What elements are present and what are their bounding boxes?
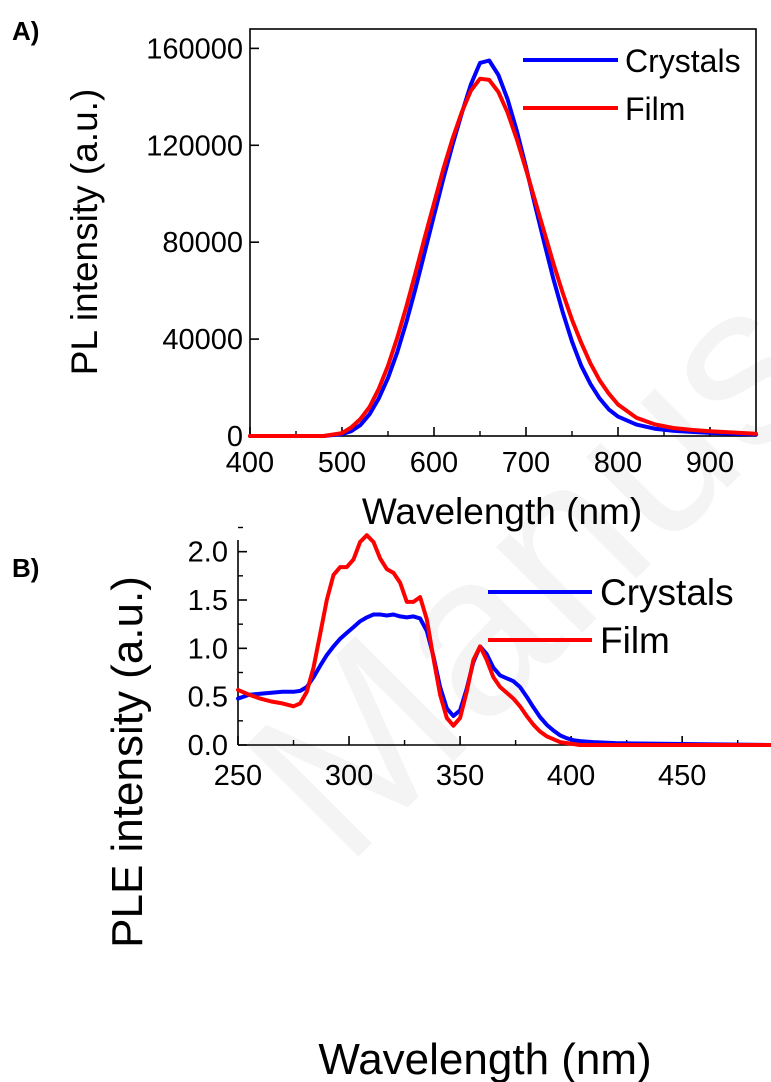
panel-b-y-tick-label: 2.0 — [188, 537, 228, 569]
panel-a-x-tick-label: 800 — [594, 447, 642, 479]
panel-a-x-tick-label: 400 — [226, 447, 274, 479]
panel-a-legend: Crystals Film — [523, 43, 741, 127]
panel-a-x-tick-label: 700 — [502, 447, 550, 479]
panel-a-x-tick-label: 900 — [686, 447, 734, 479]
panel-a-series-line-crystals — [248, 58, 758, 438]
panel-a-series-line-film — [248, 76, 758, 438]
panel-a-letter: A) — [12, 16, 39, 46]
panel-a-y-tick-label: 80000 — [162, 227, 243, 259]
panel-b-y-tick-label: 0.5 — [188, 682, 228, 714]
panel-b-x-axis-title: Wavelength (nm) — [318, 1035, 651, 1082]
panel-b-x-axis: 250 300 350 400 450 — [214, 736, 739, 792]
panel-a-x-tick-label: 500 — [318, 447, 366, 479]
panel-a-series — [248, 58, 758, 438]
panel-b-series-line-film — [236, 533, 771, 747]
panel-b-legend-label-crystals: Crystals — [600, 572, 734, 613]
panel-b-y-tick-label: 0.0 — [188, 730, 228, 762]
panel-a-x-tick-label: 600 — [410, 447, 458, 479]
panel-a-y-tick-label: 160000 — [146, 33, 243, 65]
panel-b-x-tick-label: 300 — [325, 760, 373, 792]
panel-b-y-axis: 0.0 0.5 1.0 1.5 2.0 — [188, 526, 247, 762]
panel-b: B) 0.0 0.5 1.0 1.5 2.0 250 300 350 400 450 Wavel… — [12, 526, 771, 1082]
panel-b-y-tick-label: 1.5 — [188, 585, 228, 617]
panel-b-x-tick-label: 400 — [547, 760, 595, 792]
panel-b-x-tick-label: 250 — [214, 760, 262, 792]
panel-a-legend-label-film: Film — [625, 91, 685, 127]
panel-b-y-tick-label: 1.0 — [188, 633, 228, 665]
panel-a-y-axis: 0 40000 80000 120000 160000 — [146, 33, 259, 453]
panel-a-plot-frame — [249, 28, 757, 437]
panel-a-y-tick-label: 40000 — [162, 324, 243, 356]
panel-a-legend-label-crystals: Crystals — [625, 43, 741, 79]
panel-a-x-axis-title: Wavelength (nm) — [362, 491, 642, 532]
watermark: Manus — [198, 235, 771, 905]
panel-b-x-tick-label: 450 — [658, 760, 706, 792]
panel-b-legend-label-film: Film — [600, 620, 670, 661]
panel-b-legend: Crystals Film — [488, 572, 734, 661]
panel-b-x-tick-label: 350 — [436, 760, 484, 792]
panel-b-letter: B) — [12, 553, 39, 583]
panel-a-x-axis: 400 500 600 700 800 900 — [226, 427, 734, 479]
panel-a-y-axis-title: PL intensity (a.u.) — [64, 89, 105, 376]
panel-a-y-tick-label: 120000 — [146, 130, 243, 162]
panel-b-y-axis-title: PLE intensity (a.u.) — [103, 576, 152, 948]
panel-a-y-tick-label: 0 — [227, 421, 243, 453]
panel-a: A) 0 40000 80000 120000 160000 400 500 600 700 8… — [12, 16, 758, 532]
svg-text:Manus: Manus — [198, 235, 771, 905]
panel-b-series — [236, 533, 771, 747]
